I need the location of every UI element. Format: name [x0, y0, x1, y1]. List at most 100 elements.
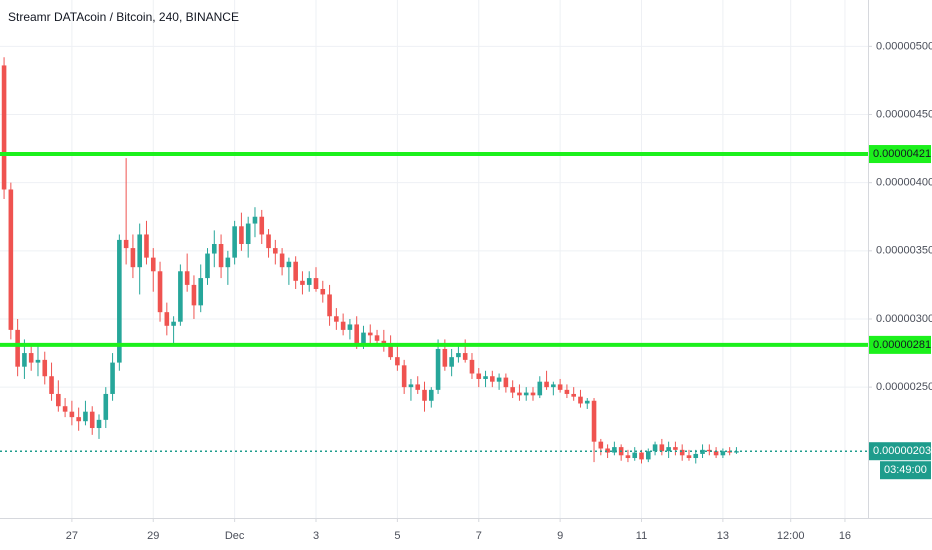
candle-body: [56, 393, 61, 407]
candle-body: [144, 234, 149, 258]
y-tick-label: 0.00000450: [876, 108, 932, 120]
candle-body: [239, 226, 244, 245]
candle-body: [510, 387, 515, 393]
last-price-box: [869, 442, 931, 461]
chart-title: Streamr DATAcoin / Bitcoin, 240, BINANCE: [8, 10, 239, 24]
candle-body: [225, 257, 231, 268]
candle-body: [639, 452, 644, 460]
candle-body: [490, 376, 495, 382]
candle-body: [334, 316, 339, 322]
candle-body: [259, 216, 265, 235]
candle-body: [605, 448, 610, 453]
candle-body: [361, 332, 366, 344]
x-tick-label: 7: [476, 530, 482, 542]
candle-body: [300, 280, 305, 285]
x-tick-label: 9: [557, 530, 563, 542]
candle-body: [245, 223, 251, 245]
candle-body: [198, 278, 204, 306]
candle-body: [327, 294, 332, 317]
candle-body: [279, 253, 285, 268]
candle-body: [137, 234, 142, 268]
level-label-box: [869, 335, 931, 354]
candle-body: [564, 389, 570, 394]
candle-body: [388, 346, 393, 358]
y-tick-label: 0.00000250: [876, 381, 932, 393]
candle-body: [442, 348, 448, 367]
candle-body: [496, 377, 502, 382]
candle-body: [666, 447, 671, 452]
candle-body: [632, 452, 638, 459]
candle-body: [157, 271, 163, 313]
axes: 0.00000250 0.00000300 0.00000350 0.00000400…: [66, 40, 932, 542]
candle-body: [191, 284, 197, 306]
countdown-label: 03:49:00: [884, 464, 927, 476]
candle-body: [178, 271, 183, 322]
candle-body: [469, 359, 475, 374]
candle-body: [395, 357, 400, 366]
candle-body: [659, 444, 665, 452]
candle-body: [700, 449, 705, 454]
candle-body: [679, 449, 685, 456]
candle-body: [49, 376, 54, 394]
candle-body: [293, 261, 298, 281]
level-label: 0.00000281: [873, 339, 931, 351]
candle-body: [42, 359, 48, 377]
candle-body: [727, 451, 732, 453]
candle-body: [62, 406, 68, 412]
countdown-box: [880, 461, 931, 480]
candle-body: [720, 451, 726, 456]
candle-body: [598, 441, 604, 449]
candle-body: [8, 189, 14, 330]
candle-body: [612, 447, 617, 453]
candle-body: [171, 321, 176, 326]
y-tick-label: 0.00000300: [876, 313, 932, 325]
candle-body: [625, 455, 631, 459]
candle-body: [517, 392, 522, 396]
candle-body: [266, 234, 271, 249]
candle-body: [117, 239, 122, 363]
candle-body: [150, 257, 156, 272]
candle-body: [571, 393, 576, 397]
candle-body: [686, 455, 692, 459]
candle-body: [164, 312, 170, 326]
plot: [0, 57, 868, 464]
x-tick-label: 12:00: [777, 530, 805, 542]
candle-body: [286, 261, 292, 268]
candle-body: [89, 411, 95, 429]
candle-body: [415, 384, 421, 390]
candle-body: [340, 321, 346, 330]
candle-body: [645, 451, 651, 460]
candle-body: [130, 248, 136, 268]
candle-body: [557, 384, 563, 390]
candle-body: [252, 216, 258, 224]
x-tick-label: 13: [717, 530, 729, 542]
candle-body: [530, 392, 536, 396]
candle-body: [401, 365, 407, 388]
candle-body: [306, 278, 312, 285]
candle-body: [422, 389, 427, 401]
x-tick-label: 5: [394, 530, 400, 542]
candle-body: [76, 417, 81, 422]
candle-body: [232, 226, 237, 258]
candle-body: [713, 451, 719, 456]
candle-body: [103, 393, 109, 420]
x-tick-label: Dec: [225, 530, 245, 542]
candle-body: [693, 453, 699, 459]
candle-body: [83, 411, 88, 422]
candle-body: [523, 392, 529, 396]
candle-body: [456, 353, 461, 358]
level-label-box: [869, 145, 931, 164]
candle-body: [15, 329, 20, 367]
x-tick-label: 16: [839, 530, 851, 542]
candle-body: [96, 419, 102, 429]
candle-body: [367, 332, 373, 336]
candle-body: [211, 244, 217, 254]
x-tick-label: 3: [313, 530, 319, 542]
candle-body: [110, 362, 115, 394]
candle-body: [591, 400, 597, 442]
x-tick-label: 27: [66, 530, 78, 542]
candle-body: [652, 444, 658, 452]
candle-body: [551, 384, 556, 388]
y-tick-label: 0.00000500: [876, 40, 932, 52]
